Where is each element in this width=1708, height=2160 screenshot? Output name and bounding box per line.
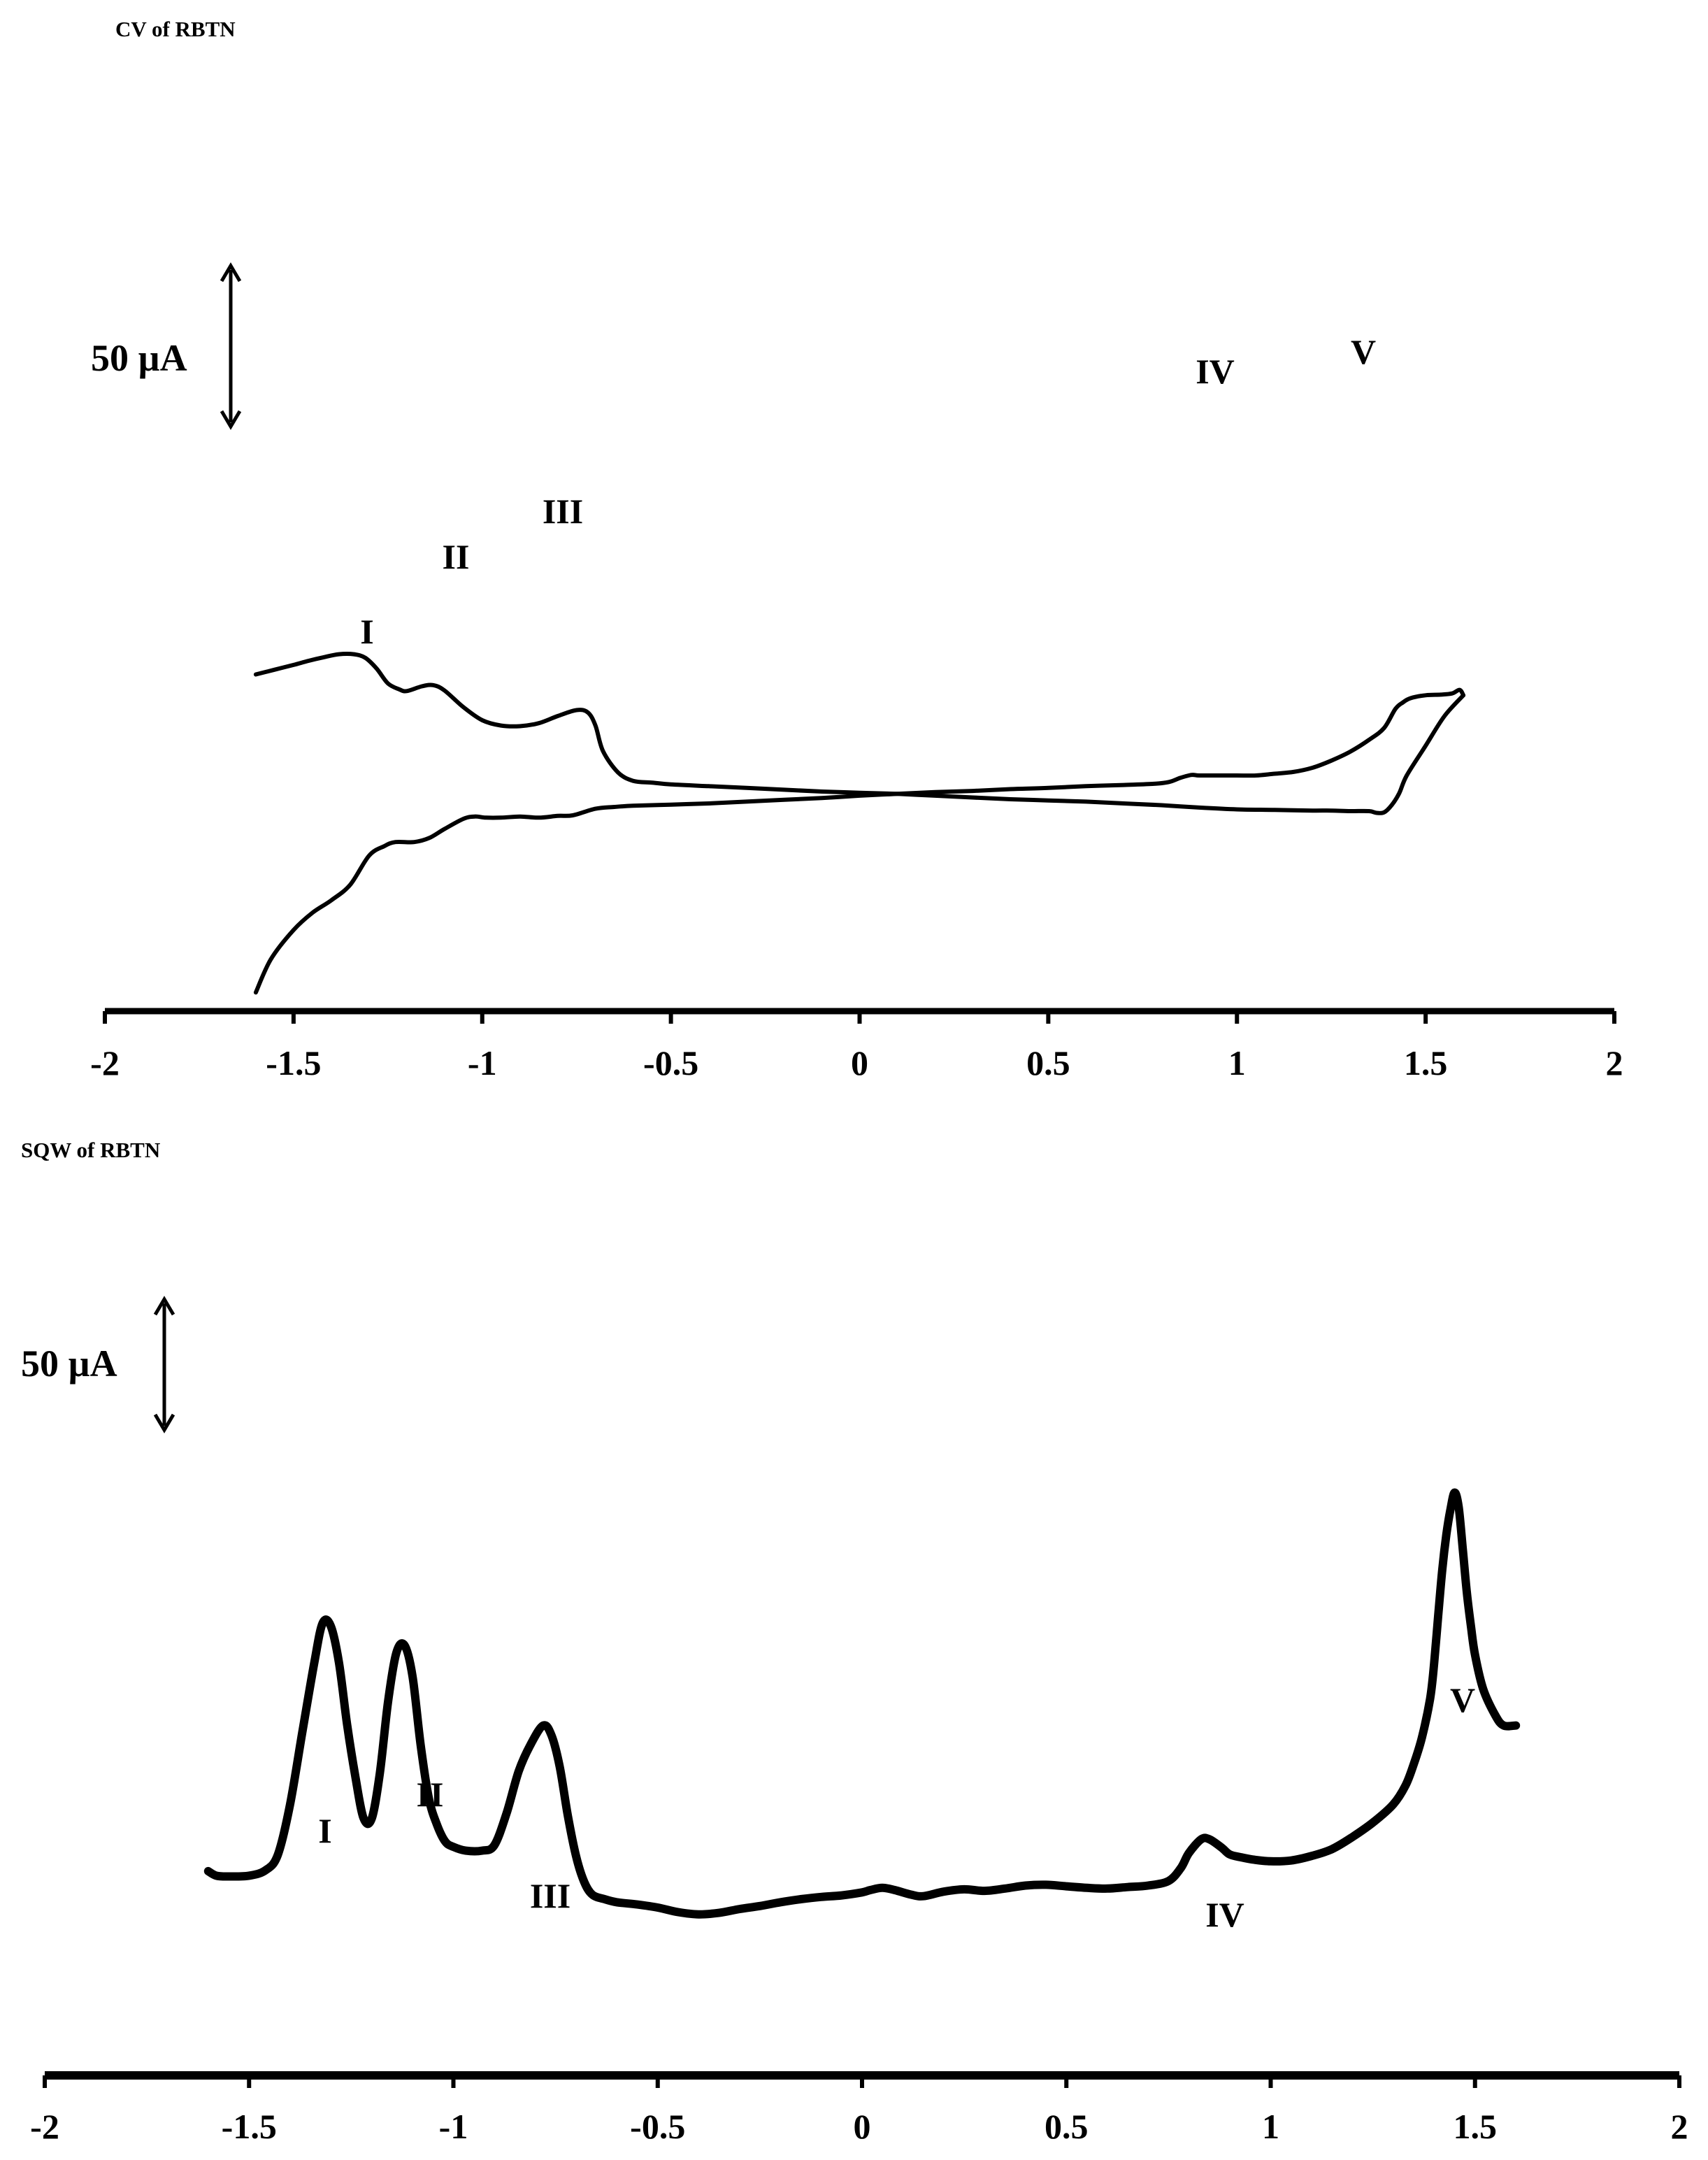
x-tick-label: -1 — [468, 1043, 497, 1082]
x-tick-label: 0 — [851, 1043, 868, 1082]
chart-title: SQW of RBTN — [21, 1138, 160, 1162]
scale-bar-label: 50 µA — [91, 337, 187, 379]
scale-bar — [220, 262, 242, 430]
x-tick-label: -0.5 — [643, 1043, 698, 1082]
x-tick-label: 1.5 — [1404, 1043, 1448, 1082]
series-line-1 — [253, 687, 1466, 995]
x-tick-label: 0.5 — [1026, 1043, 1070, 1082]
series-line-2 — [253, 652, 1466, 815]
peak-label: IV — [1196, 352, 1235, 391]
x-tick-label: 0.5 — [1045, 2107, 1089, 2146]
peak-label: IV — [1205, 1895, 1244, 1934]
x-tick-label: 2 — [1671, 2107, 1688, 2146]
x-tick-label: 1 — [1262, 2107, 1279, 2146]
x-tick-label: -2 — [30, 2107, 59, 2146]
peak-label: V — [1450, 1680, 1475, 1719]
arrow-up-icon — [220, 262, 242, 282]
scale-bar — [153, 1296, 175, 1433]
x-axis: -2 -1.5 -1 -0.5 0 0.5 1 1.5 2 — [90, 1008, 1623, 1082]
x-tick-label: -1.5 — [222, 2107, 277, 2146]
x-tick-label: -1 — [439, 2107, 468, 2146]
peak-label: I — [360, 612, 373, 651]
x-tick-label: -1.5 — [266, 1043, 321, 1082]
x-tick-label: 1 — [1228, 1043, 1246, 1082]
series-group — [203, 1488, 1521, 1919]
scale-bar-label: 50 µA — [21, 1343, 117, 1385]
peak-label: I — [318, 1811, 331, 1850]
peak-label: II — [443, 537, 470, 576]
arrow-down-icon — [153, 1413, 175, 1433]
peak-label: II — [417, 1775, 444, 1814]
x-tick-label: 2 — [1606, 1043, 1623, 1082]
peak-label: III — [530, 1876, 570, 1915]
x-tick-label: -2 — [90, 1043, 120, 1082]
x-tick-label: -0.5 — [630, 2107, 685, 2146]
arrow-down-icon — [220, 410, 242, 430]
peak-label: V — [1351, 332, 1376, 371]
x-axis: -2 -1.5 -1 -0.5 0 0.5 1 1.5 2 — [30, 2071, 1688, 2146]
series-group — [253, 652, 1466, 995]
x-tick-label: 0 — [854, 2107, 871, 2146]
chart-title: CV of RBTN — [115, 17, 236, 41]
series-line-1 — [203, 1488, 1521, 1919]
arrow-up-icon — [153, 1296, 175, 1316]
peak-label: III — [543, 492, 583, 531]
x-tick-label: 1.5 — [1454, 2107, 1498, 2146]
